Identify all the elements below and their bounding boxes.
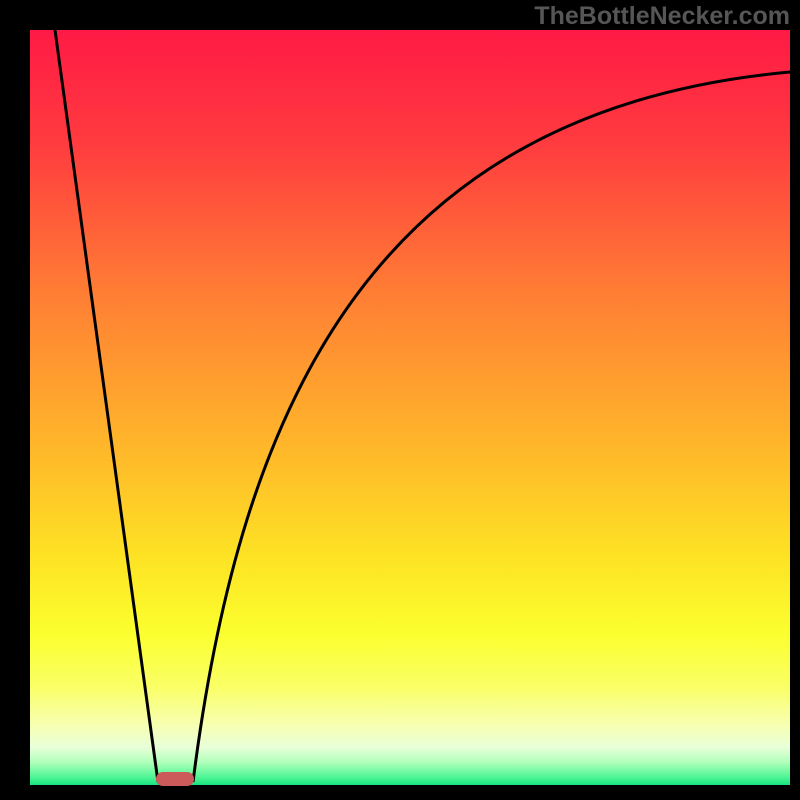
chart-container: TheBottleNecker.com [0,0,800,800]
optimum-marker [156,772,194,786]
bottleneck-curve [30,30,790,785]
watermark-text: TheBottleNecker.com [534,2,790,31]
curve-right-asymptote [193,72,790,782]
plot-area [30,30,790,785]
curve-left-descent [55,30,158,782]
